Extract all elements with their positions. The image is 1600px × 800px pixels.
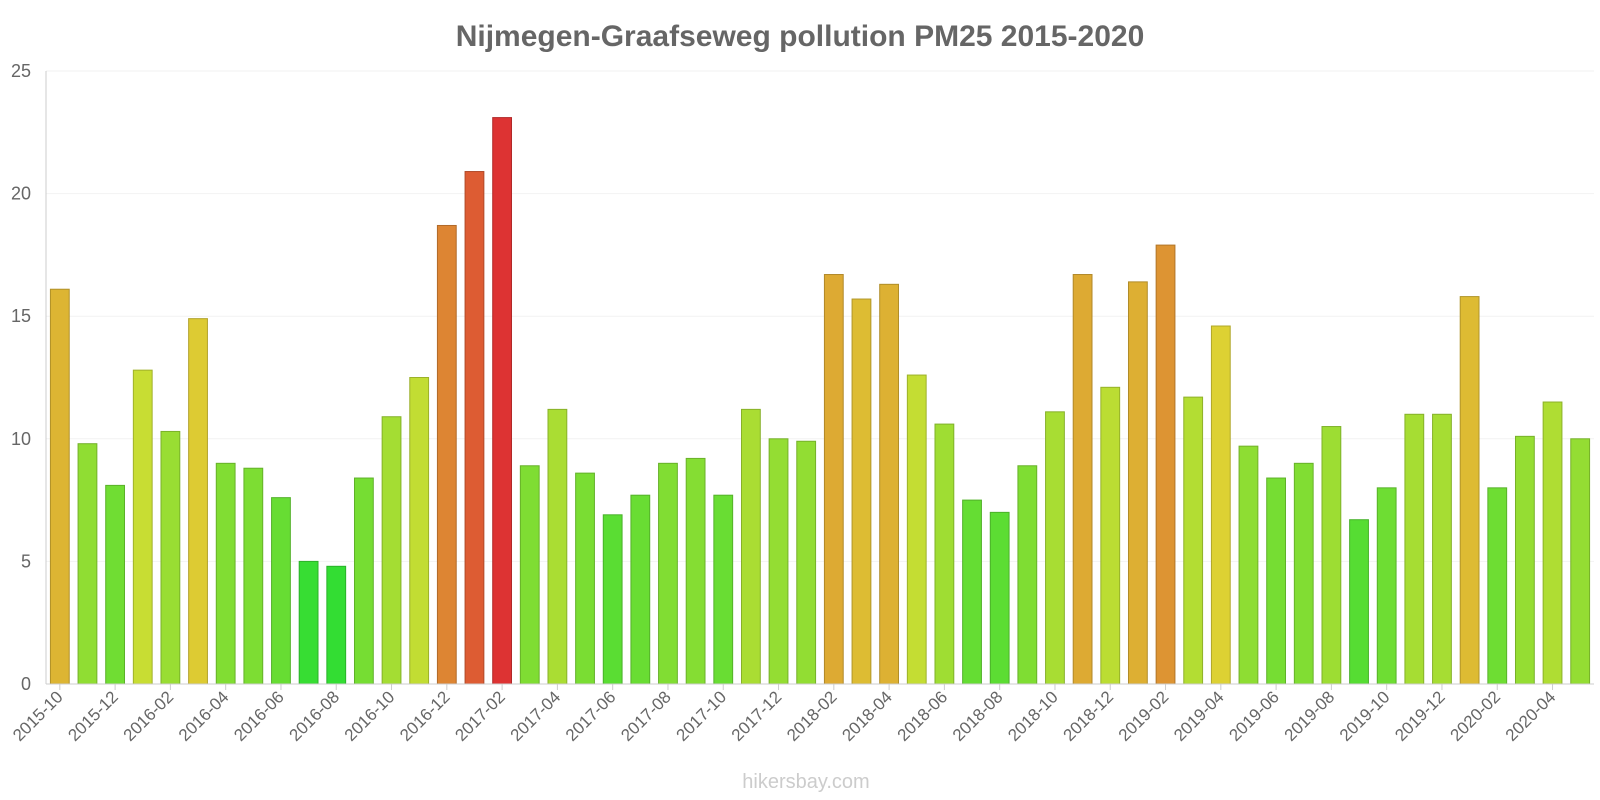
bar-2018-11 [1072,274,1093,685]
x-tick-label: 2020-04 [1502,687,1560,745]
x-tick-label: 2017-02 [451,687,509,745]
x-tick-label: 2018-08 [949,687,1007,745]
x-tick-label: 2019-10 [1336,687,1394,745]
bar-2019-03 [1183,396,1204,685]
bar-2019-01 [1127,281,1148,685]
bar-2015-12 [105,484,126,685]
bar-2020-03 [1514,435,1535,685]
bar-2019-05 [1238,445,1259,685]
bar-2016-01 [132,369,153,685]
x-tick-label: 2018-06 [894,687,952,745]
bar-2016-07 [298,560,319,685]
bar-2016-11 [409,377,430,685]
x-tick-label: 2019-06 [1225,687,1283,745]
bar-2017-01 [464,171,485,685]
bar-2020-01 [1459,296,1480,685]
bar-2016-08 [326,565,347,685]
x-tick-label: 2019-02 [1115,687,1173,745]
bar-2019-02 [1155,244,1176,685]
bar-2018-03 [851,298,872,685]
bar-2017-05 [575,472,595,685]
x-tick-label: 2016-02 [120,687,178,745]
chart-title: Nijmegen-Graafseweg pollution PM25 2015-… [456,20,1145,53]
bar-2017-03 [519,465,540,685]
x-tick-label: 2016-10 [341,687,399,745]
bar-2017-02 [492,117,513,685]
bar-2018-05 [906,374,927,685]
bar-2020-04 [1542,401,1563,685]
bar-2019-09 [1349,519,1369,685]
x-tick-label: 2016-04 [175,687,233,745]
y-tick-label: 10 [11,429,31,449]
bar-2016-09 [353,477,374,685]
y-axis: 0 5 10 15 20 25 [11,61,47,694]
bar-2019-08 [1321,426,1342,685]
x-tick-label: 2017-04 [507,687,565,745]
x-tick-label: 2015-12 [64,687,122,745]
x-tick-label: 2018-04 [838,687,896,745]
watermark: hikersbay.com [742,771,869,793]
x-tick-label: 2017-08 [617,687,675,745]
bar-2020-05 [1570,438,1591,685]
bar-2017-10 [713,494,734,685]
bar-2018-02 [823,274,844,685]
bar-2019-06 [1266,477,1287,685]
bar-2018-10 [1045,411,1065,685]
bar-2015-11 [77,443,98,685]
bar-2018-07 [962,499,982,685]
bar-2017-06 [602,514,623,685]
bar-2018-09 [1017,465,1038,685]
bar-2016-12 [436,224,457,685]
bar-2019-07 [1293,462,1314,685]
x-tick-label: 2015-10 [9,687,67,745]
gridlines [46,70,1594,562]
bar-2017-12 [768,438,789,685]
bar-2018-08 [989,511,1010,685]
bar-2018-01 [796,440,817,685]
bar-2017-09 [685,457,706,685]
bar-2017-04 [547,408,568,685]
x-tick-label: 2016-08 [286,687,344,745]
bar-2016-04 [215,462,236,685]
bar-2016-10 [381,416,402,685]
y-tick-label: 15 [11,306,31,326]
x-tick-label: 2019-04 [1170,687,1228,745]
x-tick-label: 2017-10 [673,687,731,745]
bar-2019-11 [1404,413,1425,685]
bar-2017-08 [658,462,678,685]
x-tick-label: 2019-12 [1391,687,1449,745]
bar-2015-10 [49,288,70,685]
bar-2019-04 [1210,325,1231,685]
bar-2017-11 [740,408,761,685]
bars [49,117,1591,685]
bar-2018-12 [1100,386,1121,685]
y-tick-label: 5 [21,551,31,571]
y-tick-label: 0 [21,674,31,694]
bar-2019-12 [1432,413,1452,685]
bar-2020-02 [1487,487,1508,685]
x-tick-label: 2018-12 [1060,687,1118,745]
x-tick-label: 2018-02 [783,687,841,745]
x-tick-label: 2018-10 [1004,687,1062,745]
bar-2016-02 [160,430,181,685]
x-tick-label: 2017-06 [562,687,620,745]
bar-2016-05 [243,467,264,685]
x-tick-label: 2016-12 [396,687,454,745]
bar-2019-10 [1376,487,1397,685]
x-tick-label: 2017-12 [728,687,786,745]
x-axis: 2015-102015-122016-022016-042016-062016-… [9,683,1594,745]
bar-2018-04 [879,283,900,685]
x-tick-label: 2019-08 [1281,687,1339,745]
bar-2016-03 [188,318,208,685]
bar-2017-07 [630,494,651,685]
y-tick-label: 25 [11,61,31,81]
bar-2018-06 [934,423,955,685]
y-tick-label: 20 [11,184,31,204]
x-tick-label: 2020-02 [1447,687,1505,745]
bar-2016-06 [271,497,291,685]
x-tick-label: 2016-06 [230,687,288,745]
